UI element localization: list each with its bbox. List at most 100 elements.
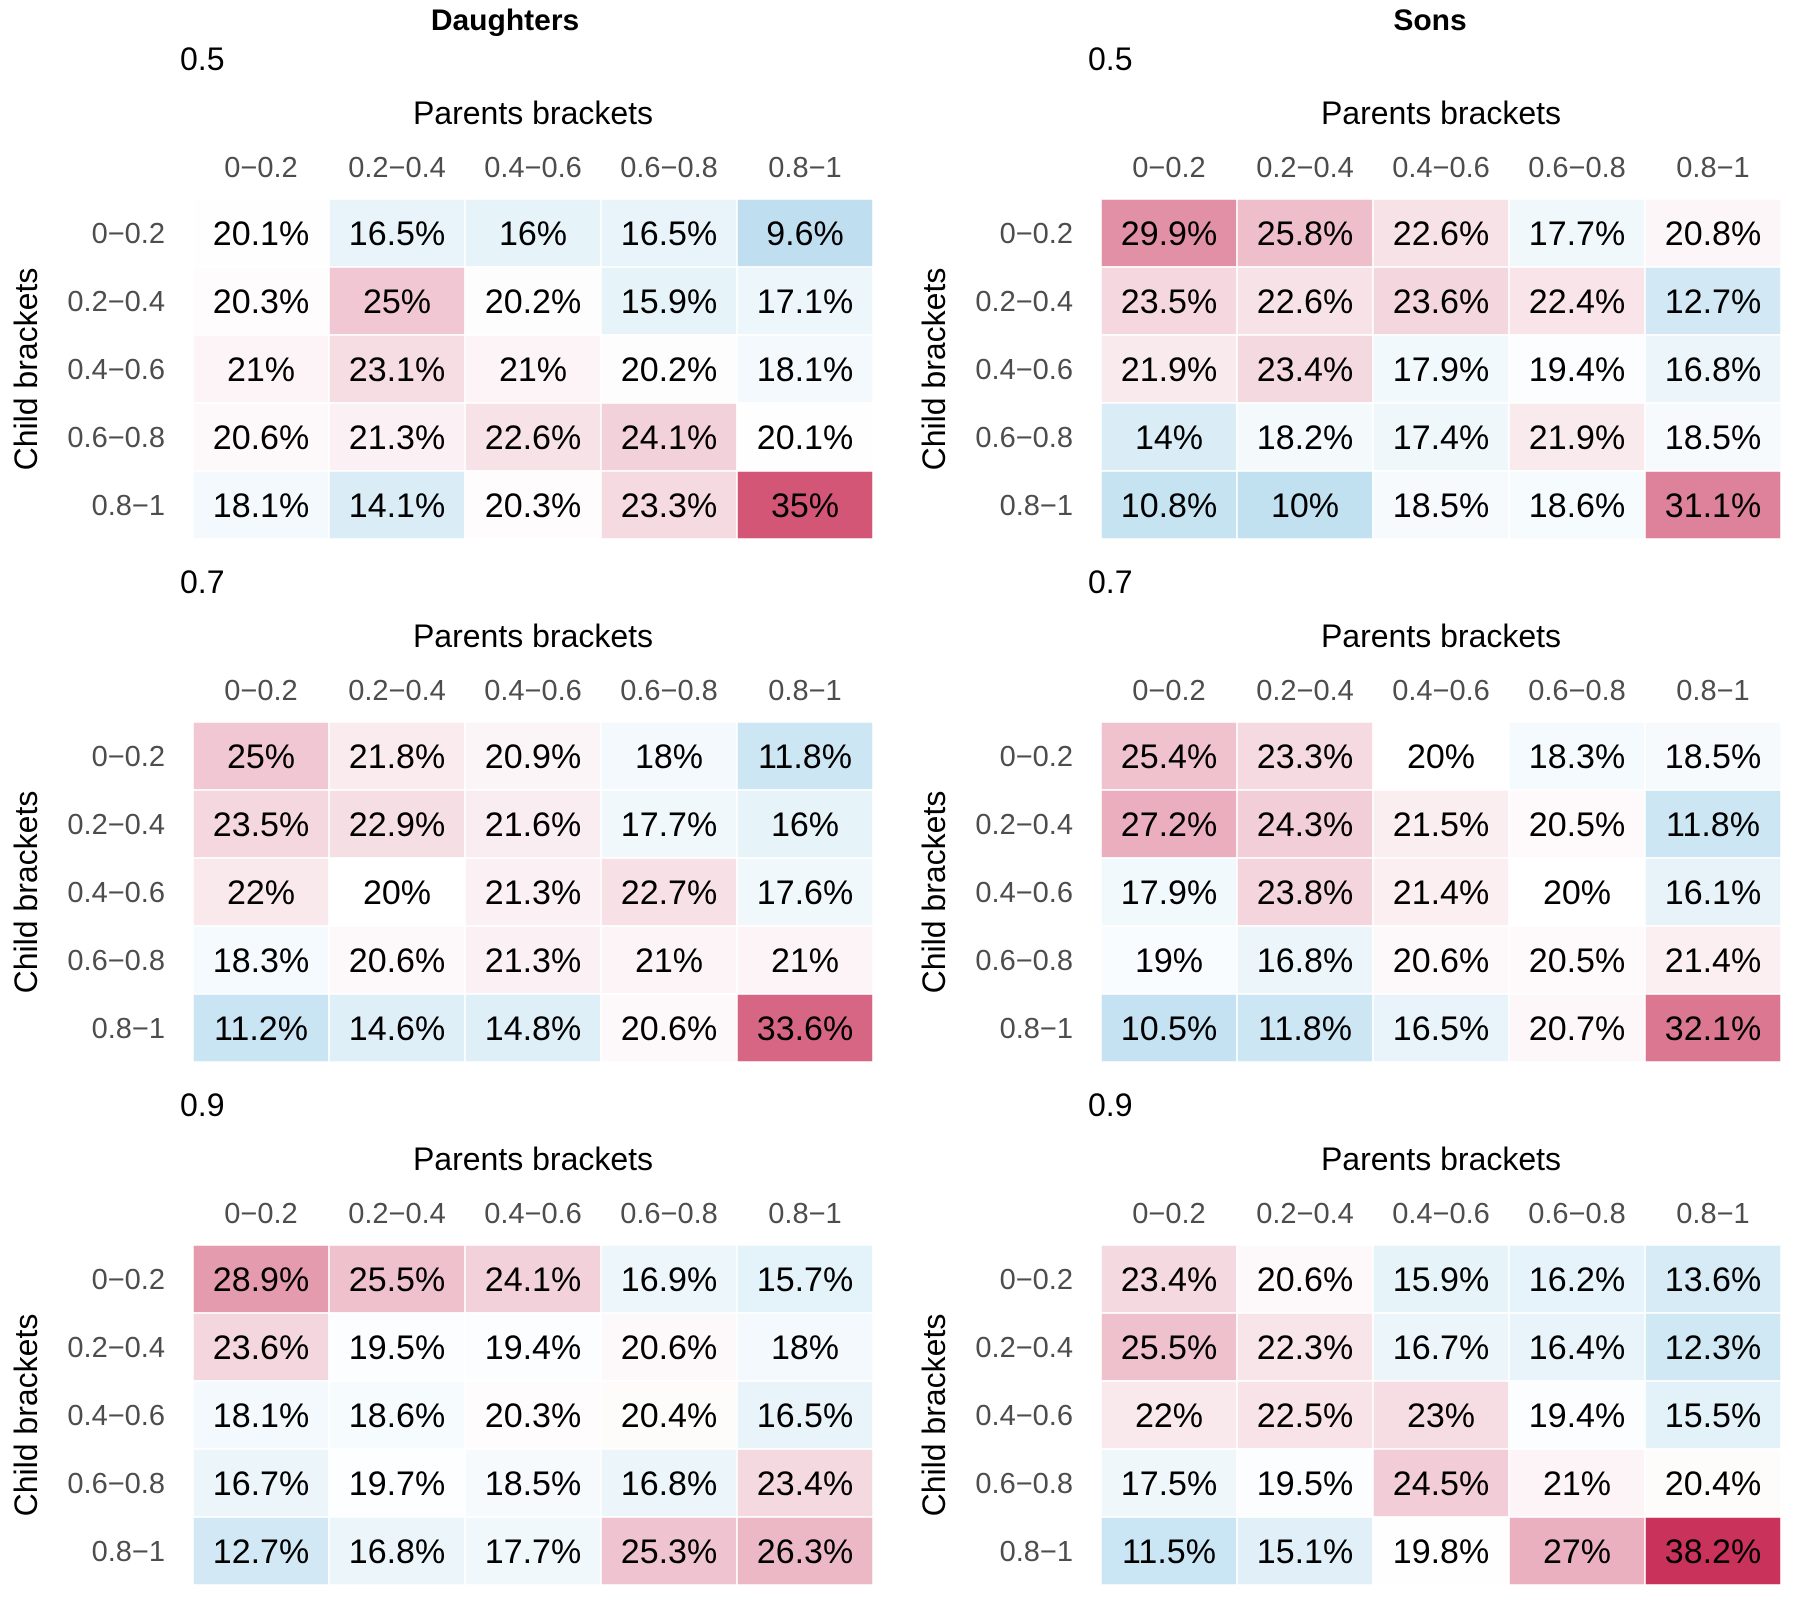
cell-label-daughters-09-0-2: 24.1% <box>485 1261 581 1299</box>
cell-label-sons-05-3-1: 18.2% <box>1257 419 1353 457</box>
cell-label-daughters-09-4-3: 25.3% <box>621 1533 717 1571</box>
cell-label-daughters-09-0-1: 25.5% <box>349 1261 445 1299</box>
x-tick-label-daughters-09-2: 0.4−0.6 <box>484 1198 582 1230</box>
cell-label-daughters-09-2-2: 20.3% <box>485 1397 581 1435</box>
cell-label-sons-09-2-2: 23% <box>1407 1397 1475 1435</box>
heatmap-cell-sons-05-2-4 <box>1644 334 1782 404</box>
y-tick-label-sons-05-4: 0.8−1 <box>1000 490 1073 522</box>
heatmap-cell-sons-05-3-2 <box>1372 402 1510 472</box>
cell-label-sons-07-3-3: 20.5% <box>1529 942 1625 980</box>
heatmap-cell-sons-07-1-3 <box>1508 789 1646 859</box>
y-tick-label-sons-05-3: 0.6−0.8 <box>975 422 1073 454</box>
cell-label-daughters-05-3-0: 20.6% <box>213 419 309 457</box>
cell-label-sons-07-3-2: 20.6% <box>1393 942 1489 980</box>
cell-label-sons-09-4-4: 38.2% <box>1665 1533 1761 1571</box>
cell-label-sons-07-0-1: 23.3% <box>1257 738 1353 776</box>
x-tick-label-sons-09-0: 0−0.2 <box>1132 1198 1205 1230</box>
x-tick-label-sons-07-3: 0.6−0.8 <box>1528 675 1626 707</box>
x-tick-label-sons-09-3: 0.6−0.8 <box>1528 1198 1626 1230</box>
cell-label-sons-05-2-0: 21.9% <box>1121 351 1217 389</box>
x-tick-label-daughters-05-3: 0.6−0.8 <box>620 152 718 184</box>
cell-label-daughters-07-0-3: 18% <box>635 738 703 776</box>
y-tick-label-daughters-05-3: 0.6−0.8 <box>67 422 165 454</box>
cell-label-daughters-05-4-2: 20.3% <box>485 487 581 525</box>
cell-label-daughters-09-1-3: 20.6% <box>621 1329 717 1367</box>
cell-label-daughters-09-1-4: 18% <box>771 1329 839 1367</box>
cell-label-daughters-07-3-3: 21% <box>635 942 703 980</box>
x-axis-label-daughters-07: Parents brackets <box>413 618 653 654</box>
y-tick-label-sons-05-1: 0.2−0.4 <box>975 286 1073 318</box>
cell-label-daughters-05-3-1: 21.3% <box>349 419 445 457</box>
heatmap-cell-sons-09-3-4 <box>1644 1448 1782 1518</box>
cell-label-sons-09-4-0: 11.5% <box>1122 1533 1216 1571</box>
y-tick-label-daughters-07-1: 0.2−0.4 <box>67 809 165 841</box>
cell-label-daughters-05-4-3: 23.3% <box>621 487 717 525</box>
heatmap-cell-daughters-07-4-3 <box>600 993 738 1063</box>
cell-label-daughters-07-3-4: 21% <box>771 942 839 980</box>
heatmap-cell-sons-07-2-4 <box>1644 857 1782 927</box>
heatmap-cell-daughters-05-1-0 <box>192 266 330 336</box>
cell-label-daughters-07-4-3: 20.6% <box>621 1010 717 1048</box>
y-tick-label-sons-07-1: 0.2−0.4 <box>975 809 1073 841</box>
cell-label-sons-07-2-3: 20% <box>1543 874 1611 912</box>
cell-label-sons-07-0-4: 18.5% <box>1665 738 1761 776</box>
heatmap-cell-daughters-05-3-1 <box>328 402 466 472</box>
y-tick-label-sons-07-2: 0.4−0.6 <box>975 877 1073 909</box>
cell-label-sons-09-0-1: 20.6% <box>1257 1261 1353 1299</box>
cell-label-daughters-05-1-3: 15.9% <box>621 283 717 321</box>
cell-label-daughters-07-2-1: 20% <box>363 874 431 912</box>
heatmap-cell-sons-05-0-4 <box>1644 198 1782 268</box>
heatmap-cell-sons-07-1-1 <box>1236 789 1374 859</box>
cell-label-daughters-09-3-3: 16.8% <box>621 1465 717 1503</box>
heatmap-cell-sons-07-0-0 <box>1100 721 1238 791</box>
cell-label-sons-07-4-2: 16.5% <box>1393 1010 1489 1048</box>
heatmap-cell-daughters-07-1-3 <box>600 789 738 859</box>
cell-label-sons-07-1-2: 21.5% <box>1393 806 1489 844</box>
cell-label-sons-07-2-1: 23.8% <box>1257 874 1353 912</box>
heatmap-cell-daughters-07-4-2 <box>464 993 602 1063</box>
x-tick-label-daughters-05-0: 0−0.2 <box>224 152 297 184</box>
heatmap-cell-sons-09-1-3 <box>1508 1312 1646 1382</box>
cell-label-daughters-05-4-4: 35% <box>771 487 839 525</box>
heatmap-cell-daughters-07-0-0 <box>192 721 330 791</box>
cell-label-sons-07-4-3: 20.7% <box>1529 1010 1625 1048</box>
x-tick-label-daughters-05-1: 0.2−0.4 <box>348 152 446 184</box>
heatmap-cell-sons-09-4-2 <box>1372 1516 1510 1586</box>
x-axis-label-daughters-09: Parents brackets <box>413 1141 653 1177</box>
cell-label-daughters-07-3-2: 21.3% <box>485 942 581 980</box>
cell-label-sons-05-2-4: 16.8% <box>1665 351 1761 389</box>
cell-label-daughters-05-1-1: 25% <box>363 283 431 321</box>
heatmap-cell-sons-05-0-2 <box>1372 198 1510 268</box>
cell-label-daughters-05-3-4: 20.1% <box>757 419 853 457</box>
y-tick-label-sons-07-3: 0.6−0.8 <box>975 945 1073 977</box>
cell-label-daughters-05-2-3: 20.2% <box>621 351 717 389</box>
heatmap-cell-sons-05-4-2 <box>1372 470 1510 540</box>
cell-label-sons-05-1-0: 23.5% <box>1121 283 1217 321</box>
cell-label-daughters-09-4-0: 12.7% <box>213 1533 309 1571</box>
cell-label-sons-09-2-3: 19.4% <box>1529 1397 1625 1435</box>
cell-label-daughters-09-1-1: 19.5% <box>349 1329 445 1367</box>
heatmap-cell-sons-07-0-2 <box>1372 721 1510 791</box>
y-tick-label-daughters-07-2: 0.4−0.6 <box>67 877 165 909</box>
heatmap-cell-sons-09-4-0 <box>1100 1516 1238 1586</box>
panel-subtitle-sons-09: 0.9 <box>1088 1087 1132 1123</box>
cell-label-daughters-09-3-2: 18.5% <box>485 1465 581 1503</box>
heatmap-cell-daughters-05-2-1 <box>328 334 466 404</box>
cell-label-daughters-05-1-2: 20.2% <box>485 283 581 321</box>
heatmap-cell-daughters-09-4-1 <box>328 1516 466 1586</box>
cell-label-daughters-07-3-1: 20.6% <box>349 942 445 980</box>
x-tick-label-sons-05-2: 0.4−0.6 <box>1392 152 1490 184</box>
y-tick-label-sons-05-2: 0.4−0.6 <box>975 354 1073 386</box>
cell-label-daughters-05-3-3: 24.1% <box>621 419 717 457</box>
x-axis-label-sons-07: Parents brackets <box>1321 618 1561 654</box>
heatmap-cell-daughters-07-3-1 <box>328 925 466 995</box>
cell-label-sons-07-0-0: 25.4% <box>1121 738 1217 776</box>
cell-label-daughters-07-4-4: 33.6% <box>757 1010 853 1048</box>
x-tick-label-daughters-05-2: 0.4−0.6 <box>484 152 582 184</box>
panel-subtitle-sons-05: 0.5 <box>1088 41 1132 77</box>
x-tick-label-sons-05-4: 0.8−1 <box>1676 152 1749 184</box>
cell-label-daughters-07-0-4: 11.8% <box>758 738 852 776</box>
y-tick-label-daughters-09-2: 0.4−0.6 <box>67 1400 165 1432</box>
heatmap-cell-daughters-05-4-1 <box>328 470 466 540</box>
